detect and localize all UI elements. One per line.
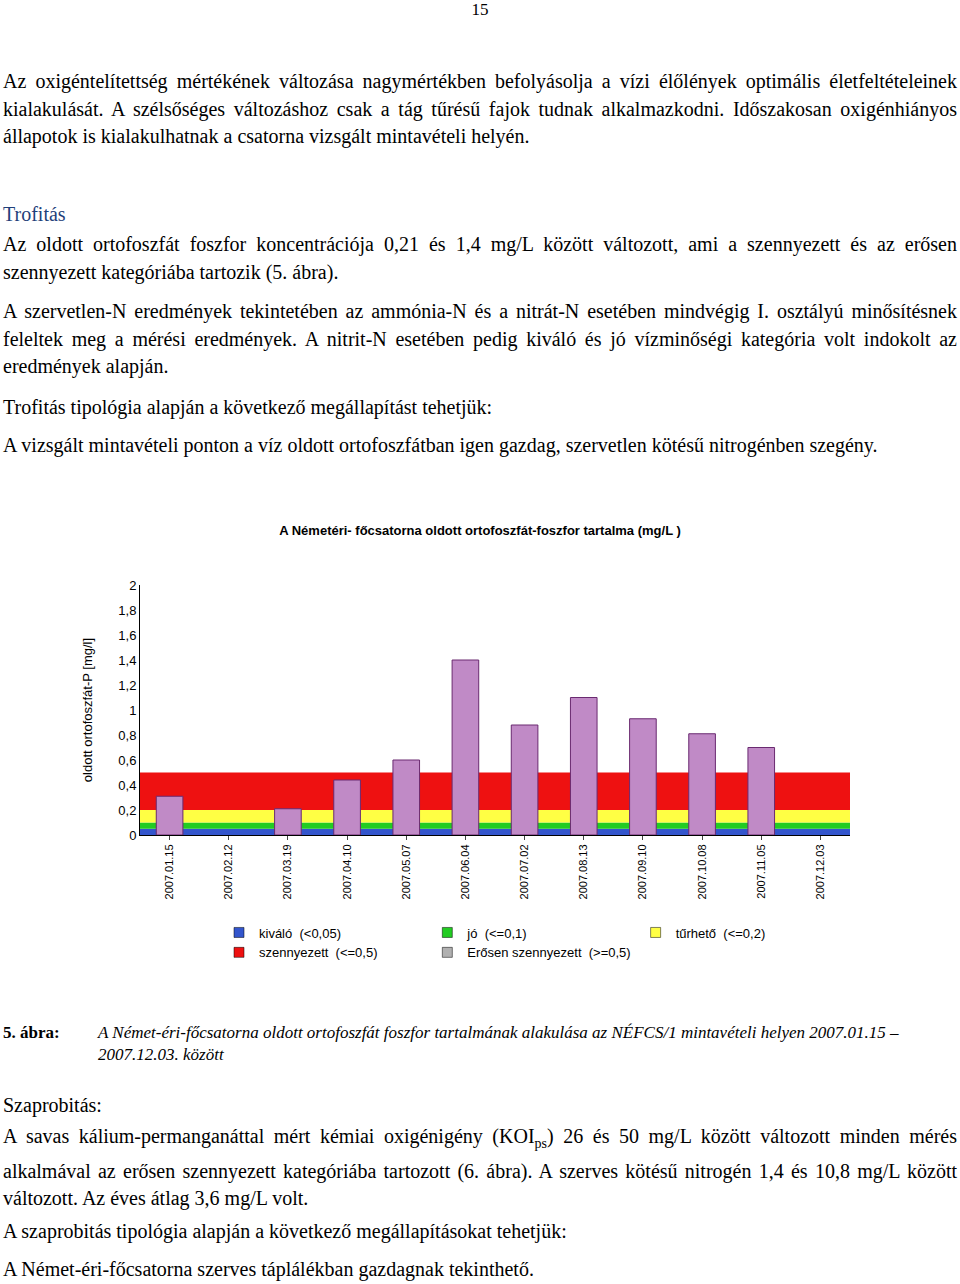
- svg-text:oldott ortofoszfát-P [mg/l]: oldott ortofoszfát-P [mg/l]: [80, 638, 95, 782]
- svg-text:1: 1: [129, 703, 136, 718]
- svg-text:2007.06.04: 2007.06.04: [459, 844, 471, 899]
- svg-text:tűrhető (<=0,2): tűrhető (<=0,2): [676, 926, 766, 941]
- svg-text:2: 2: [129, 578, 136, 593]
- svg-text:2007.04.10: 2007.04.10: [341, 844, 353, 899]
- svg-text:Erősen szennyezett (>=0,5): Erősen szennyezett (>=0,5): [467, 945, 630, 960]
- html-text:A Német-éri-főcsatorna oldott: A Német-éri-főcsatorna oldott ortofoszfá…: [98, 1023, 899, 1064]
- html-text:A Német-éri-főcsatorna szerves: A Német-éri-főcsatorna szerves táplálékb…: [3, 1258, 534, 1280]
- html-text:Trofitás: Trofitás: [3, 203, 66, 225]
- svg-text:0: 0: [129, 828, 136, 843]
- svg-text:szennyezett (<=0,5): szennyezett (<=0,5): [259, 945, 378, 960]
- svg-text:1,2: 1,2: [118, 678, 136, 693]
- svg-text:2007.12.03: 2007.12.03: [814, 844, 826, 899]
- svg-text:2007.11.05: 2007.11.05: [755, 844, 767, 898]
- svg-text:1,8: 1,8: [118, 603, 136, 618]
- svg-text:2007.07.02: 2007.07.02: [518, 844, 530, 899]
- html-text:A savas kálium-permanganáttal: A savas kálium-permanganáttal mért kémia…: [3, 1125, 957, 1209]
- svg-text:2007.02.12: 2007.02.12: [222, 844, 234, 899]
- svg-text:jó (<=0,1): jó (<=0,1): [466, 926, 526, 941]
- html-text:Az oldott ortofoszfát foszfor: Az oldott ortofoszfát foszfor koncentrác…: [3, 233, 957, 283]
- html-text:A szervetlen-N eredmények teki: A szervetlen-N eredmények tekintetében a…: [3, 300, 957, 377]
- html-text:Trofitás tipológia alapján a k: Trofitás tipológia alapján a következő m…: [3, 396, 493, 418]
- svg-text:0,2: 0,2: [118, 803, 136, 818]
- svg-text:0,4: 0,4: [118, 778, 136, 793]
- svg-text:2007.05.07: 2007.05.07: [400, 844, 412, 899]
- html-text:5. ábra:: 5. ábra:: [3, 1023, 60, 1042]
- html-text:15: 15: [471, 0, 489, 19]
- svg-text:1,4: 1,4: [118, 653, 136, 668]
- svg-text:2007.08.13: 2007.08.13: [577, 844, 589, 899]
- svg-text:2007.09.10: 2007.09.10: [636, 844, 648, 899]
- svg-text:kiváló (<0,05): kiváló (<0,05): [259, 926, 341, 941]
- svg-text:2007.03.19: 2007.03.19: [281, 844, 293, 899]
- svg-text:0,6: 0,6: [118, 753, 136, 768]
- svg-text:0,8: 0,8: [118, 728, 136, 743]
- html-text:Szaprobitás:: Szaprobitás:: [3, 1094, 102, 1116]
- html-text:Az oxigéntelítettség mértékéne: Az oxigéntelítettség mértékének változás…: [3, 70, 957, 147]
- html-text:A vizsgált mintavételi ponton: A vizsgált mintavételi ponton a víz oldo…: [3, 434, 878, 456]
- svg-text:A Németéri- főcsatorna oldott: A Németéri- főcsatorna oldott ortofoszfá…: [279, 523, 681, 538]
- svg-text:1,6: 1,6: [118, 628, 136, 643]
- svg-text:2007.01.15: 2007.01.15: [163, 844, 175, 899]
- svg-text:2007.10.08: 2007.10.08: [696, 844, 708, 899]
- html-text:A szaprobitás tipológia alapjá: A szaprobitás tipológia alapján a követk…: [3, 1220, 567, 1242]
